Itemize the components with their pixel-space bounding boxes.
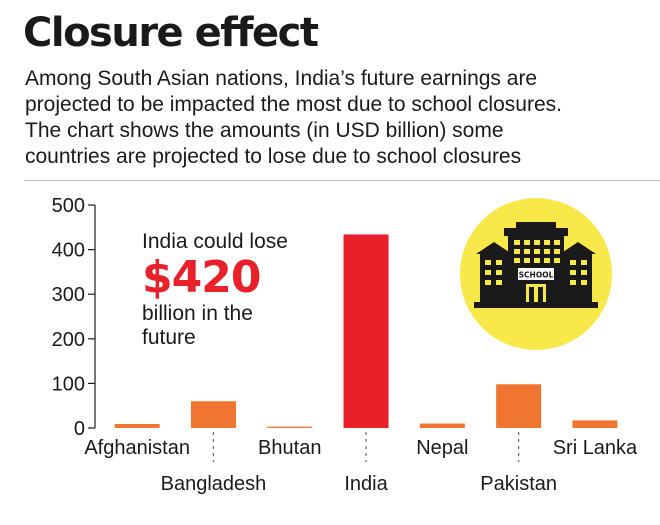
category-label: Bhutan [258, 437, 321, 459]
category-label: Pakistan [480, 473, 557, 495]
bar-bangladesh [190, 401, 236, 428]
bar-nepal [419, 423, 465, 428]
category-label: Nepal [416, 437, 468, 459]
subtitle-line: Among South Asian nations, India’s futur… [25, 67, 538, 90]
y-tick-label: 500 [52, 195, 85, 217]
y-tick-label: 200 [52, 329, 85, 351]
annotation-text: India could lose [142, 230, 288, 253]
chart-subtitle: Among South Asian nations, India’s futur… [25, 66, 655, 170]
subtitle-line: The chart shows the amounts (in USD bill… [25, 119, 504, 142]
y-tick-label: 0 [74, 418, 85, 440]
divider [24, 180, 660, 181]
y-tick-label: 400 [52, 240, 85, 262]
annotation-text: billion in the [142, 302, 253, 325]
bar-bhutan [267, 426, 313, 428]
annotation-text: future [142, 326, 196, 349]
y-tick-label: 100 [52, 373, 85, 395]
subtitle-line: projected to be impacted the most due to… [25, 93, 562, 116]
bar-sri-lanka [572, 420, 618, 428]
school-sign-text: SCHOOL [519, 271, 554, 280]
school-building-icon: SCHOOL [460, 198, 612, 354]
bar-afghanistan [114, 423, 160, 428]
bar-pakistan [496, 384, 542, 428]
annotation-amount: $420 [142, 252, 261, 303]
category-label: Bangladesh [161, 473, 267, 495]
bar-india [343, 234, 389, 428]
india-annotation: India could lose $420 billion in the fut… [142, 230, 288, 350]
category-label: Afghanistan [84, 437, 190, 459]
category-label: Sri Lanka [553, 437, 638, 459]
y-tick-label: 300 [52, 284, 85, 306]
subtitle-line: countries are projected to lose due to s… [25, 145, 522, 168]
category-label: India [344, 473, 388, 495]
chart-title: Closure effect [23, 10, 319, 56]
